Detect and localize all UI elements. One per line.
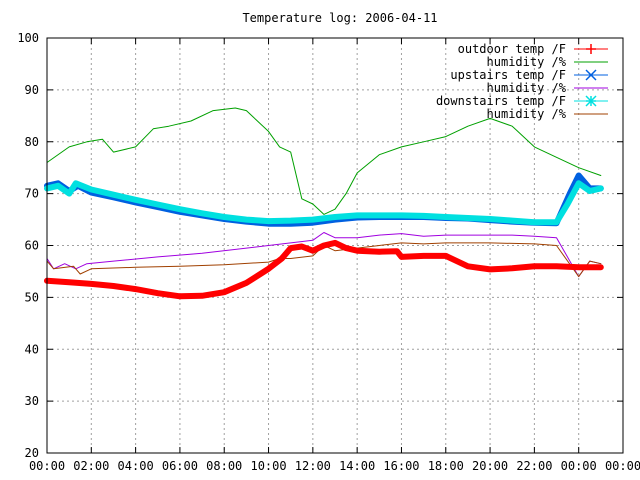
- y-tick-label: 60: [25, 239, 39, 253]
- series-line: [46, 107, 602, 215]
- x-tick-label: 14:00: [339, 459, 375, 473]
- x-tick-label: 10:00: [250, 459, 286, 473]
- axis-ticks: 20 30 40 50 60 70 80 90 100 00:00 02:00 04:00 06:00 0…: [17, 31, 640, 473]
- legend-marker: [586, 44, 596, 54]
- y-tick-label: 80: [25, 135, 39, 149]
- x-tick-label: 00:00: [29, 459, 65, 473]
- y-tick-label: 40: [25, 342, 39, 356]
- x-tick-label: 00:00: [605, 459, 640, 473]
- legend-label: outdoor temp /F: [458, 42, 566, 56]
- x-tick-label: 12:00: [295, 459, 331, 473]
- x-tick-label: 08:00: [206, 459, 242, 473]
- x-tick-label: 18:00: [428, 459, 464, 473]
- grid: [47, 38, 623, 453]
- legend-marker: [585, 95, 597, 107]
- x-tick-label: 22:00: [516, 459, 552, 473]
- legend-label: humidity /%: [487, 81, 567, 95]
- plot-series: [44, 107, 604, 300]
- series-line: [44, 239, 604, 300]
- x-tick-label: 06:00: [162, 459, 198, 473]
- legend-label: humidity /%: [487, 107, 567, 121]
- legend-marker: [585, 69, 597, 81]
- y-tick-label: 90: [25, 83, 39, 97]
- legend-label: humidity /%: [487, 55, 567, 69]
- marker-stroke: [585, 95, 597, 107]
- y-tick-label: 70: [25, 187, 39, 201]
- x-tick-label: 02:00: [73, 459, 109, 473]
- x-tick-label: 20:00: [472, 459, 508, 473]
- marker-stroke: [585, 69, 597, 81]
- legend-label: upstairs temp /F: [450, 68, 566, 82]
- y-tick-label: 20: [25, 446, 39, 460]
- series-line: [46, 232, 602, 278]
- x-tick-label: 00:00: [561, 459, 597, 473]
- y-tick-label: 30: [25, 394, 39, 408]
- chart-title: Temperature log: 2006-04-11: [242, 11, 437, 25]
- x-tick-label: 16:00: [383, 459, 419, 473]
- series-line: [44, 180, 604, 226]
- y-tick-label: 100: [17, 31, 39, 45]
- x-tick-label: 04:00: [118, 459, 154, 473]
- legend-label: downstairs temp /F: [436, 94, 566, 108]
- y-tick-label: 50: [25, 290, 39, 304]
